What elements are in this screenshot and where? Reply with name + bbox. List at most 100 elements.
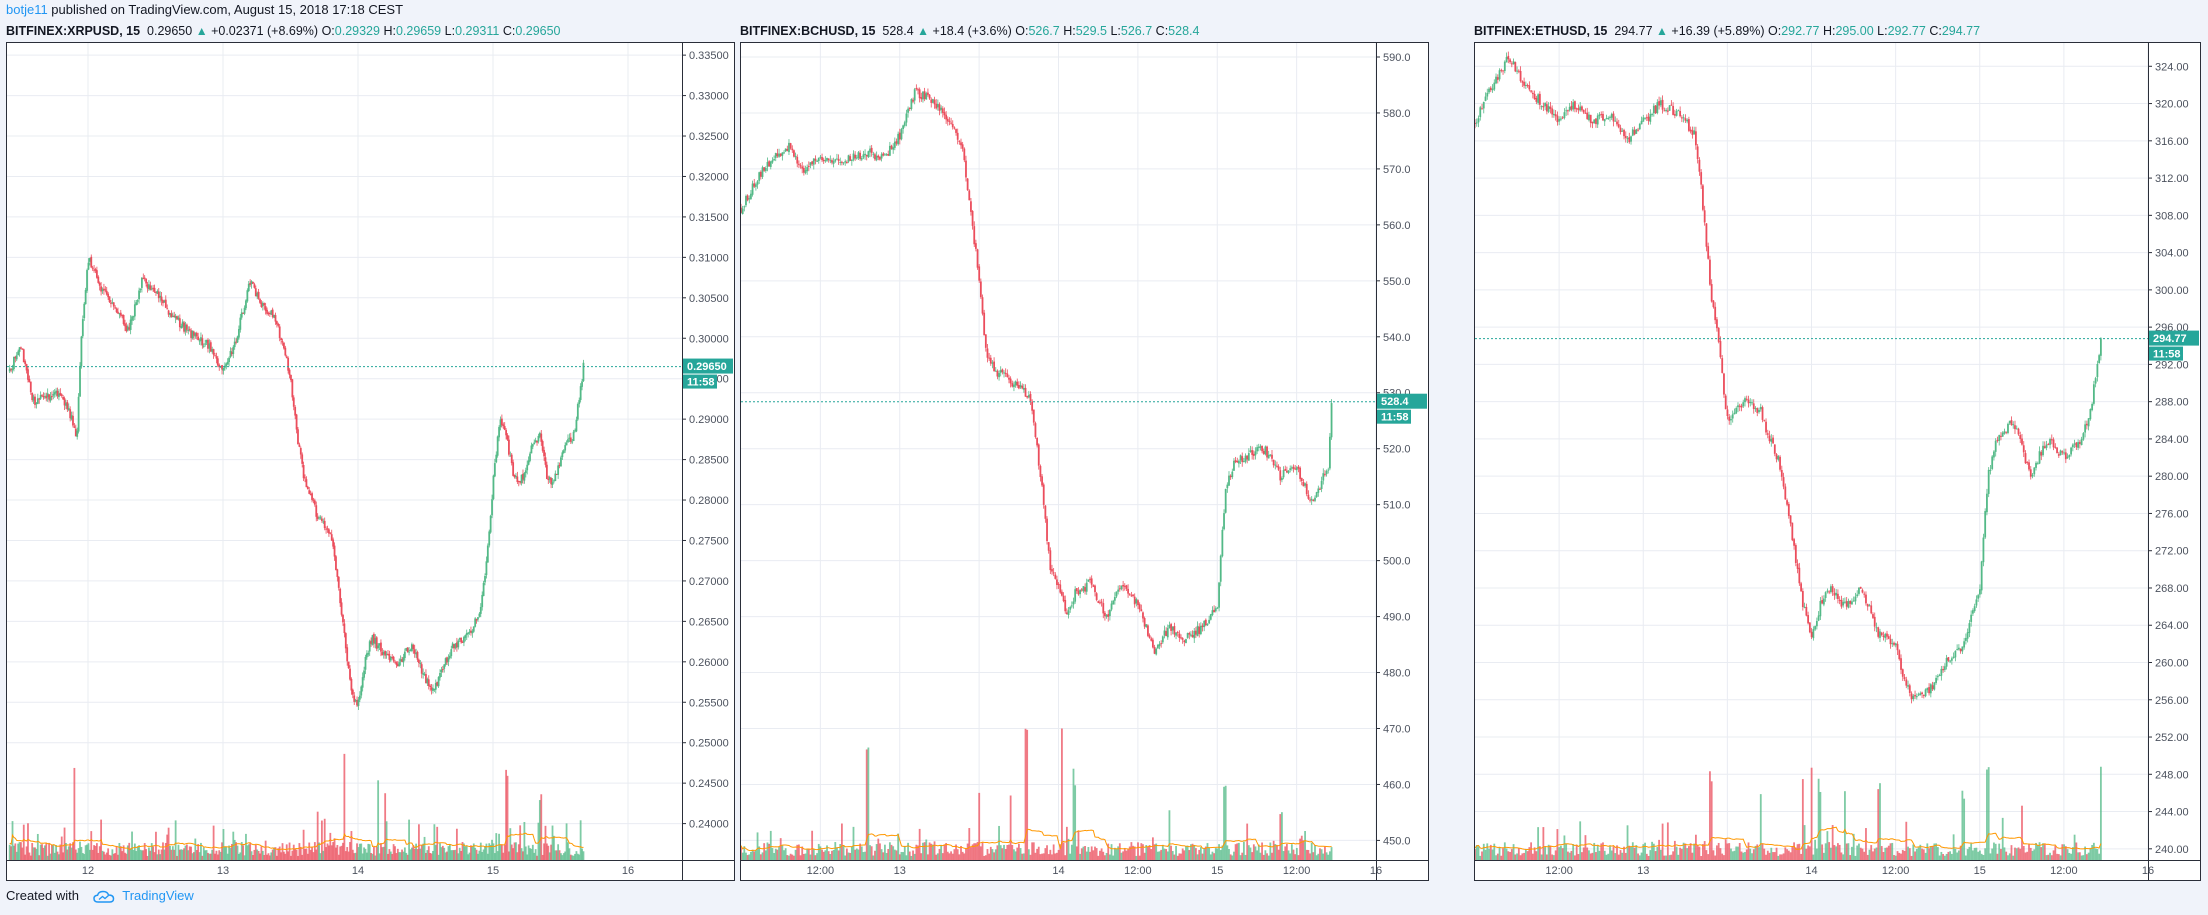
candle-body xyxy=(574,430,576,432)
volume-bar xyxy=(10,846,13,860)
volume-bar xyxy=(1570,850,1573,860)
volume-bar xyxy=(541,854,544,860)
volume-bar xyxy=(1052,844,1055,860)
volume-bar xyxy=(111,849,114,860)
candle-body xyxy=(380,642,382,652)
candle-body xyxy=(1773,444,1776,454)
candle-body xyxy=(1041,476,1043,486)
volume-bar xyxy=(427,846,430,860)
chart-svg[interactable]: 240.00244.00248.00252.00256.00260.00264.… xyxy=(1475,43,2200,880)
volume-bar xyxy=(283,851,285,860)
change-label: +18.4 (+3.6%) xyxy=(932,24,1012,38)
candle-body xyxy=(976,249,979,268)
volume-bar xyxy=(285,844,288,860)
volume-bar xyxy=(1097,855,1100,860)
candle-body xyxy=(1262,450,1265,454)
candle-body xyxy=(230,352,233,355)
volume-bar xyxy=(1231,855,1234,860)
volume-bar xyxy=(2022,845,2025,860)
candle-body xyxy=(1859,586,1862,589)
candle-body xyxy=(806,167,809,172)
volume-bar xyxy=(1887,845,1890,860)
volume-bar xyxy=(1307,849,1310,860)
candle-body xyxy=(1279,470,1282,481)
volume-bar xyxy=(271,849,274,860)
volume-bar xyxy=(2042,843,2044,860)
candle-body xyxy=(138,290,140,300)
volume-bar xyxy=(575,851,578,860)
volume-bar xyxy=(461,841,464,860)
candle-body xyxy=(13,356,15,370)
candle-body xyxy=(1531,92,1534,95)
candle-body xyxy=(1300,478,1303,481)
volume-bar xyxy=(198,852,201,860)
volume-bar xyxy=(998,825,1000,860)
candle-body xyxy=(163,300,166,303)
candle-body xyxy=(395,662,398,665)
candle-body xyxy=(1047,542,1050,551)
candle-body xyxy=(978,266,981,281)
candle-body xyxy=(1863,593,1866,595)
volume-bar xyxy=(1900,853,1902,860)
candle-body xyxy=(162,300,164,304)
chart-svg[interactable]: 450.0460.0470.0480.0490.0500.0510.0520.0… xyxy=(741,43,1428,880)
volume-bar xyxy=(1770,847,1773,860)
candle-body xyxy=(1201,625,1204,628)
volume-bar xyxy=(512,848,515,860)
price-tick-label: 240.00 xyxy=(2155,844,2189,856)
chart-frame[interactable]: 240.00 244.00 248.00 252.00 256.00 260.00 264.… xyxy=(1474,42,2201,881)
author-link[interactable]: botje11 xyxy=(6,2,48,17)
volume-bar xyxy=(1051,854,1053,860)
candle-body xyxy=(821,157,823,161)
volume-bar xyxy=(1259,852,1262,860)
volume-bar xyxy=(1036,848,1039,860)
volume-bar xyxy=(225,846,228,860)
volume-bar xyxy=(1673,840,1676,860)
volume-bar xyxy=(1949,851,1952,860)
candle-body xyxy=(1558,118,1561,122)
volume-bar xyxy=(1907,846,1909,860)
volume-bar xyxy=(2096,849,2099,860)
candle-body xyxy=(1032,409,1035,423)
chart-frame[interactable]: 0.24000 0.24500 0.25000 0.25500 0.26000 0.265… xyxy=(6,42,735,881)
volume-bar xyxy=(1233,851,1235,860)
volume-bar xyxy=(489,844,492,860)
volume-bar xyxy=(149,850,152,860)
volume-bar xyxy=(1584,835,1587,860)
volume-bar xyxy=(1631,842,1634,860)
candle-body xyxy=(1277,466,1280,470)
candle-body xyxy=(197,336,200,341)
volume-bar xyxy=(1996,853,1999,860)
candle-body xyxy=(746,195,749,201)
candle-body xyxy=(1747,399,1750,404)
candle-body xyxy=(50,395,53,397)
volume-bar xyxy=(1589,853,1592,860)
close-value: 294.77 xyxy=(1941,24,1981,38)
candle-body xyxy=(1710,284,1713,302)
candles xyxy=(8,254,585,711)
candle-body xyxy=(1031,401,1034,411)
candle-body xyxy=(1004,372,1007,374)
tradingview-brand-link[interactable]: TradingView xyxy=(122,888,194,903)
volume-bar xyxy=(925,839,928,860)
candle-body xyxy=(253,284,256,288)
candle-body xyxy=(315,505,318,517)
candle-body xyxy=(753,183,756,187)
candle-body xyxy=(999,370,1002,373)
chart-frame[interactable]: 450.0 460.0 470.0 480.0 490.0 500.0 510.0 520.0… xyxy=(740,42,1429,881)
volume-bar xyxy=(503,844,506,860)
volume-bar xyxy=(1893,855,1895,860)
volume-bar xyxy=(326,843,329,860)
volume-bar xyxy=(1840,852,1843,860)
candle-body xyxy=(409,649,412,651)
candle-body xyxy=(354,700,357,702)
candle-body xyxy=(405,647,408,651)
volume-bar xyxy=(388,849,391,860)
volume-bar xyxy=(993,852,995,860)
volume-bar xyxy=(2014,847,2016,860)
price-tag-bg xyxy=(683,358,733,374)
candle-body xyxy=(1064,599,1067,612)
chart-svg[interactable]: 0.240000.245000.250000.255000.260000.265… xyxy=(7,43,734,880)
volume-bar xyxy=(1324,846,1326,860)
volume-bar xyxy=(214,853,216,860)
